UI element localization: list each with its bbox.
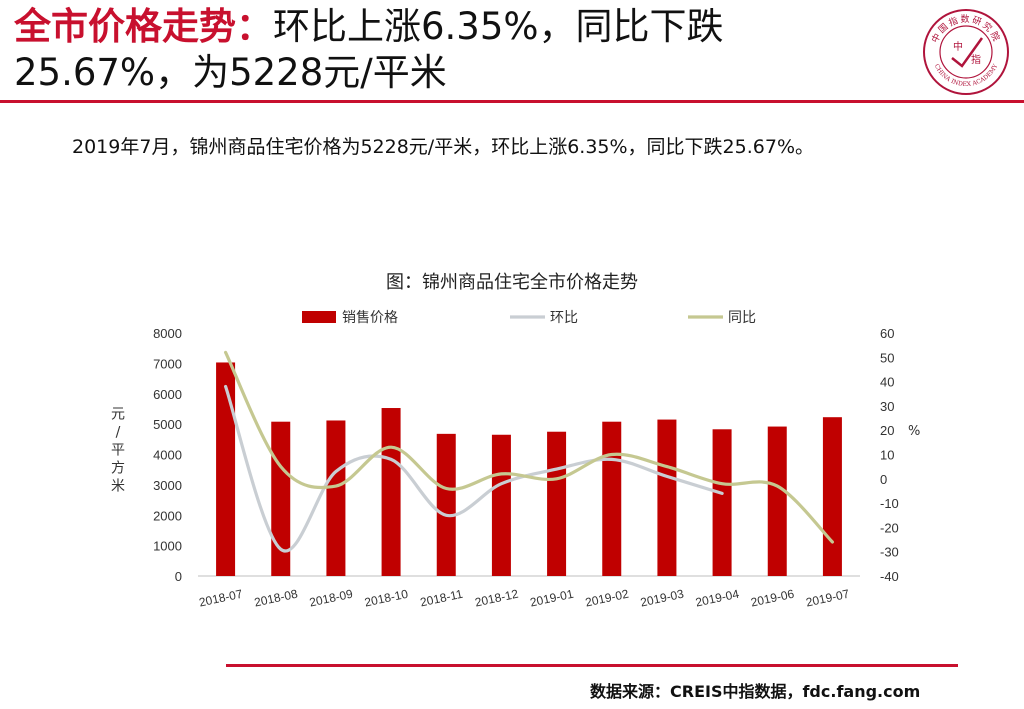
y-tick-label: 1000	[153, 539, 182, 554]
y-tick-label: 0	[175, 569, 182, 584]
price-bar	[712, 429, 732, 576]
title-divider	[0, 100, 1024, 103]
mom-change-line	[224, 384, 724, 553]
legend-label-mom: 环比	[550, 310, 578, 326]
price-bar	[326, 420, 346, 576]
y-tick-label: 2000	[153, 508, 182, 523]
y-axis-label-char: /	[116, 425, 121, 441]
y-tick-label: 4000	[153, 448, 182, 463]
title-line-2: 25.67%，为5228元/平米	[14, 51, 447, 94]
yoy-change-line	[224, 350, 834, 544]
data-source: 数据来源：CREIS中指数据，fdc.fang.com	[590, 682, 921, 701]
price-bar	[547, 431, 567, 576]
title-line-1: 全市价格走势：环比上涨6.35%，同比下跌	[14, 4, 894, 50]
y2-tick-label: 60	[880, 326, 894, 341]
price-bar	[657, 419, 677, 576]
y2-tick-label: -10	[880, 496, 899, 511]
y2-tick-label: 50	[880, 350, 894, 365]
x-tick-label: 2018-09	[308, 587, 354, 610]
price-bar	[436, 433, 456, 576]
summary-text: 2019年7月，锦州商品住宅价格为5228元/平米，环比上涨6.35%，同比下跌…	[72, 136, 815, 158]
y2-tick-label: -40	[880, 569, 899, 584]
y-tick-label: 5000	[153, 417, 182, 432]
price-bar	[381, 408, 401, 576]
x-tick-label: 2018-08	[253, 587, 299, 610]
price-bar	[602, 421, 622, 576]
title-headline-part1: 环比上涨6.35%，同比下跌	[273, 5, 724, 48]
x-tick-label: 2018-10	[363, 587, 409, 610]
y-tick-label: 7000	[153, 356, 182, 371]
price-bar	[767, 426, 787, 576]
chart-title: 图：锦州商品住宅全市价格走势	[386, 272, 638, 293]
y2-tick-label: 30	[880, 399, 894, 414]
y-axis-label-char: 平	[111, 443, 125, 459]
x-tick-label: 2019-04	[694, 587, 740, 610]
price-bar	[822, 417, 842, 576]
y-tick-label: 6000	[153, 387, 182, 402]
y-axis-label-char: 方	[111, 461, 125, 477]
logo-center-text-1: 中	[953, 40, 963, 53]
y2-tick-label: 0	[880, 472, 887, 487]
x-tick-label: 2019-06	[749, 587, 795, 610]
y2-tick-label: -30	[880, 545, 899, 560]
y-axis-label-char: 元	[111, 407, 125, 423]
y2-axis-label: %	[908, 424, 920, 439]
y-axis-label-char: 米	[111, 479, 125, 495]
y2-tick-label: 20	[880, 423, 894, 438]
x-tick-label: 2019-03	[639, 587, 685, 610]
y-tick-label: 3000	[153, 478, 182, 493]
y2-tick-label: 40	[880, 375, 894, 390]
x-tick-label: 2018-12	[474, 587, 520, 610]
price-bar	[216, 362, 236, 576]
title-heading: 全市价格走势：	[14, 5, 273, 48]
footer-divider	[226, 664, 958, 667]
x-tick-label: 2019-02	[584, 587, 630, 610]
x-tick-label: 2018-07	[198, 587, 244, 610]
x-tick-label: 2018-11	[419, 587, 464, 610]
china-index-academy-seal-icon: 中国指数研究院 CHINA INDEX ACADEMY 中 指	[922, 8, 1010, 96]
page-title: 全市价格走势：环比上涨6.35%，同比下跌 25.67%，为5228元/平米	[14, 4, 894, 96]
price-bar	[271, 421, 291, 576]
x-tick-label: 2019-07	[805, 587, 851, 610]
y-tick-label: 8000	[153, 326, 182, 341]
legend-swatch-price	[302, 311, 336, 323]
price-bar	[491, 434, 511, 576]
y2-tick-label: -20	[880, 520, 899, 535]
legend-label-yoy: 同比	[728, 310, 756, 326]
logo-center-text-2: 指	[971, 53, 981, 66]
legend-label-price: 销售价格	[342, 310, 398, 326]
price-trend-chart: 0 1000 2000 3000 4000 5000 6000 7000 8000 -40 -30 -…	[111, 310, 920, 610]
y2-tick-label: 10	[880, 448, 894, 463]
x-tick-label: 2019-01	[529, 587, 575, 610]
